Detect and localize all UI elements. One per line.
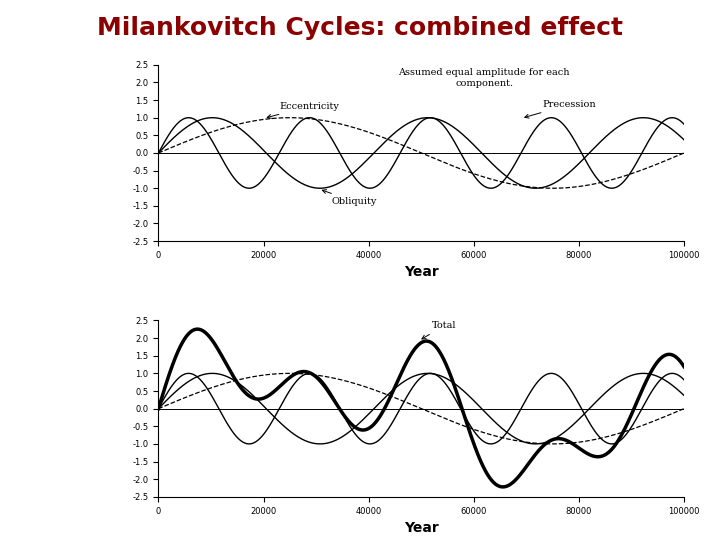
Text: Milankovitch Cycles: combined effect: Milankovitch Cycles: combined effect (97, 16, 623, 40)
Text: Precession: Precession (525, 100, 595, 118)
Text: Total: Total (422, 321, 456, 339)
Text: Assumed equal amplitude for each
component.: Assumed equal amplitude for each compone… (399, 69, 570, 87)
X-axis label: Year: Year (404, 265, 438, 279)
X-axis label: Year: Year (404, 521, 438, 535)
Text: Eccentricity: Eccentricity (267, 102, 339, 118)
Text: Obliquity: Obliquity (323, 190, 377, 206)
